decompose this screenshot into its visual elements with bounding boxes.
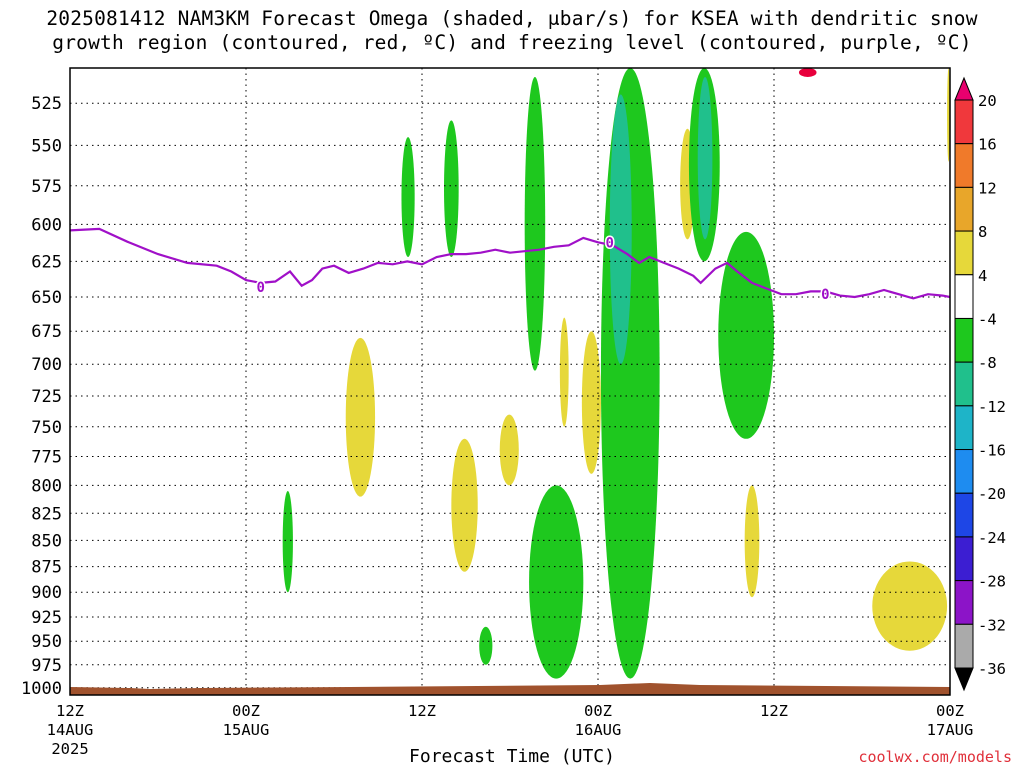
omega-negative-region-4	[697, 76, 713, 240]
y-tick-label: 750	[31, 418, 62, 438]
y-tick-label: 950	[31, 632, 62, 652]
colorbar-swatch	[954, 143, 974, 188]
omega-negative-region-6	[524, 76, 546, 371]
colorbar-label: -20	[978, 485, 1006, 503]
freezing-level-label: 0	[256, 280, 264, 296]
colorbar-swatch	[954, 361, 974, 407]
omega-positive-region-0	[345, 337, 376, 497]
y-tick-label: 575	[31, 177, 62, 197]
omega-negative-region-8	[444, 120, 459, 258]
colorbar-label: -16	[978, 442, 1006, 460]
terrain-fill	[70, 683, 950, 695]
colorbar: 20 16 12 8 4 -4 -8 -12 -16 -20 -24 -28 -32 -36	[954, 76, 1006, 692]
y-tick-label: 675	[31, 322, 62, 342]
colorbar-label: 12	[978, 179, 997, 197]
omega-positive-region-4	[581, 331, 601, 474]
colorbar-label: -36	[978, 660, 1006, 678]
omega-negative-region-2	[609, 94, 632, 365]
omega-field	[282, 68, 950, 679]
x-tick-label: 12Z	[760, 702, 788, 720]
omega-positive-region-1	[451, 438, 478, 572]
colorbar-swatch	[954, 449, 974, 494]
colorbar-label: -8	[978, 354, 997, 372]
x-tick-label: 00Z	[936, 702, 964, 720]
omega-positive-region-7	[872, 561, 948, 651]
plot-frame	[69, 67, 951, 696]
colorbar-swatch	[954, 492, 974, 538]
omega-negative-region-0	[529, 485, 584, 679]
terrain-band	[70, 683, 950, 695]
y-tick-label: 600	[31, 215, 62, 235]
chart-title-line2: growth region (contoured, red, ºC) and f…	[52, 31, 972, 54]
x-axis-label: Forecast Time (UTC)	[409, 746, 615, 767]
colorbar-label: 20	[978, 92, 997, 110]
colorbar-label: -32	[978, 616, 1006, 634]
freezing-level-label: 0	[821, 287, 829, 303]
omega-positive-region-2	[499, 414, 519, 486]
colorbar-swatch	[954, 405, 974, 451]
freezing-level-label: 0	[606, 235, 614, 251]
y-tick-label: 850	[31, 531, 62, 551]
y-tick-label: 725	[31, 387, 62, 407]
dendritic-growth-contour	[798, 68, 817, 77]
colorbar-label: 16	[978, 136, 997, 154]
y-tick-label: 525	[31, 94, 62, 114]
omega-negative-region-10	[479, 626, 493, 665]
colorbar-label: -4	[978, 310, 997, 328]
colorbar-label: 4	[978, 267, 987, 285]
y-tick-label: 1000	[21, 679, 62, 699]
colorbar-bottom-arrow	[954, 667, 974, 692]
colorbar-label: 8	[978, 223, 987, 241]
x-tick-label: 12Z	[56, 702, 84, 720]
freezing-level-contour: 0 0 0	[70, 227, 950, 305]
y-tick-label: 700	[31, 355, 62, 375]
colorbar-swatch	[954, 186, 974, 232]
x-tick-date: 15AUG	[223, 721, 270, 739]
y-tick-label: 825	[31, 504, 62, 524]
colorbar-label: -28	[978, 573, 1006, 591]
colorbar-top-arrow	[954, 76, 974, 101]
x-tick-label: 00Z	[584, 702, 612, 720]
colorbar-swatch	[954, 230, 974, 276]
omega-negative-region-5	[718, 231, 775, 439]
colorbar-swatch	[954, 623, 974, 669]
y-tick-label: 875	[31, 558, 62, 578]
credit-link[interactable]: coolwx.com/models	[858, 748, 1012, 766]
colorbar-swatch	[954, 317, 974, 363]
y-tick-label: 775	[31, 448, 62, 468]
colorbar-label: -12	[978, 398, 1006, 416]
colorbar-swatch	[954, 99, 974, 145]
omega-negative-region-7	[401, 137, 415, 258]
y-tick-label: 625	[31, 252, 62, 272]
colorbar-label: -24	[978, 529, 1006, 547]
y-tick-label: 925	[31, 608, 62, 628]
x-tick-year: 2025	[51, 740, 88, 758]
x-tick-date: 16AUG	[575, 721, 622, 739]
y-tick-label: 975	[31, 656, 62, 676]
gridlines	[69, 68, 951, 695]
colorbar-swatch	[954, 580, 974, 625]
chart-title-line1: 2025081412 NAM3KM Forecast Omega (shaded…	[46, 7, 978, 30]
omega-positive-region-3	[559, 317, 569, 427]
freezing-level-line	[70, 227, 950, 300]
y-tick-label: 550	[31, 136, 62, 156]
x-tick-label: 00Z	[232, 702, 260, 720]
omega-negative-region-1	[600, 68, 660, 679]
y-tick-label: 800	[31, 476, 62, 496]
x-tick-date: 14AUG	[47, 721, 94, 739]
y-tick-label: 650	[31, 288, 62, 308]
x-tick-label: 12Z	[408, 702, 436, 720]
y-tick-label: 900	[31, 583, 62, 603]
omega-negative-region-9	[282, 490, 293, 593]
x-tick-date: 17AUG	[927, 721, 974, 739]
y-axis: 525 550 575 600 625 650 675 700 725 750 775 800 825 8…	[21, 94, 62, 699]
omega-positive-region-6	[744, 485, 760, 598]
colorbar-swatch	[954, 536, 974, 582]
colorbar-swatch	[954, 274, 974, 319]
